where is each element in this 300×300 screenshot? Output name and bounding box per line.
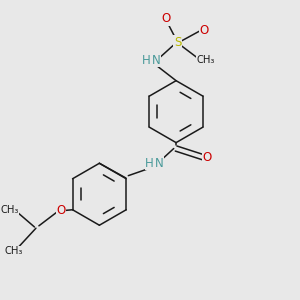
Text: H: H: [142, 53, 150, 67]
Text: S: S: [174, 36, 181, 49]
Text: CH₃: CH₃: [197, 55, 215, 65]
Text: N: N: [154, 157, 164, 170]
Text: O: O: [161, 12, 170, 25]
Text: O: O: [56, 204, 66, 217]
Text: H: H: [145, 157, 154, 170]
Text: O: O: [202, 151, 212, 164]
Text: CH₃: CH₃: [4, 247, 23, 256]
Text: N: N: [152, 53, 161, 67]
Text: CH₃: CH₃: [0, 206, 19, 215]
Text: O: O: [200, 24, 209, 37]
